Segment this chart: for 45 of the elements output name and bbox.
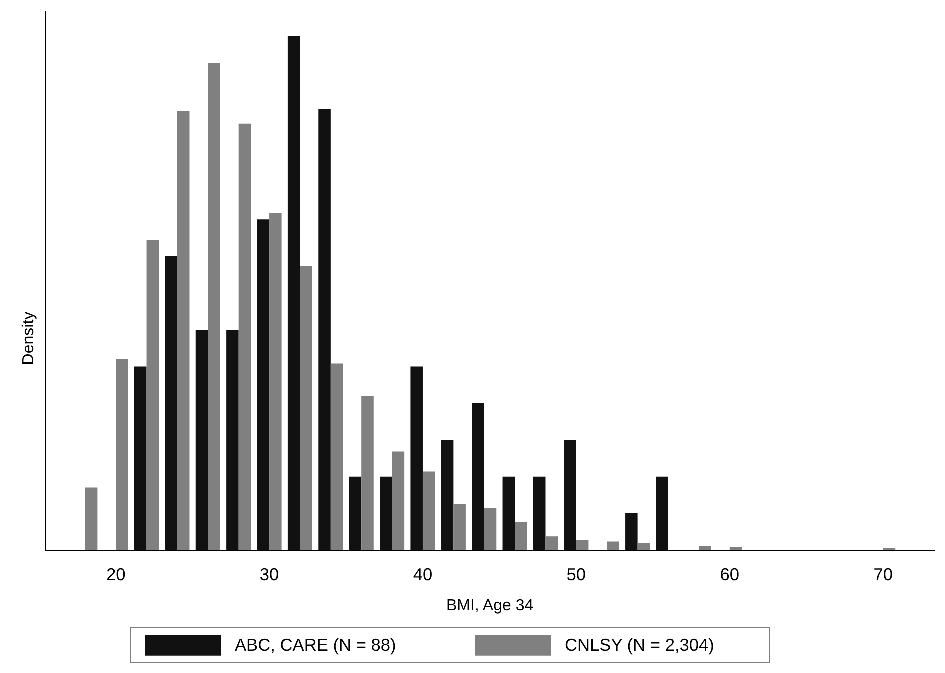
bar [226, 330, 239, 550]
bar [288, 36, 300, 550]
bar [484, 508, 497, 550]
x-tick-label: 30 [260, 564, 280, 584]
x-tick-label: 50 [566, 564, 586, 584]
bar [441, 440, 454, 550]
bar [318, 110, 331, 550]
bar [472, 403, 484, 550]
x-tick-label: 20 [106, 564, 126, 584]
bar [85, 488, 98, 550]
bar [177, 111, 190, 550]
legend-label: CNLSY (N = 2,304) [565, 634, 716, 656]
legend-label: ABC, CARE (N = 88) [235, 634, 398, 656]
bar [410, 366, 423, 550]
bar [134, 366, 147, 550]
bar [196, 330, 208, 550]
bar [533, 476, 546, 550]
y-axis-title: Density [20, 312, 38, 366]
x-tick-label: 70 [874, 564, 893, 584]
bar [116, 359, 128, 550]
bar [515, 522, 528, 550]
bar [349, 476, 362, 550]
bar [238, 124, 252, 550]
bar [165, 256, 178, 550]
bar [208, 63, 220, 550]
bar [607, 542, 620, 550]
bar [330, 364, 344, 550]
bar [362, 396, 374, 550]
bar [626, 513, 638, 550]
bar [257, 220, 270, 550]
bar [564, 440, 576, 550]
bar [392, 452, 405, 550]
bar [546, 536, 558, 550]
bar [270, 213, 282, 550]
x-tick-label: 40 [413, 564, 433, 584]
bar [454, 504, 466, 550]
x-tick-label: 60 [720, 564, 740, 584]
bar [656, 476, 668, 550]
bar [422, 472, 436, 550]
bar [380, 476, 392, 550]
x-axis-title: BMI, Age 34 [446, 598, 534, 614]
bar [576, 540, 589, 550]
bar [300, 266, 312, 550]
bar [146, 240, 160, 550]
bar [502, 476, 516, 550]
